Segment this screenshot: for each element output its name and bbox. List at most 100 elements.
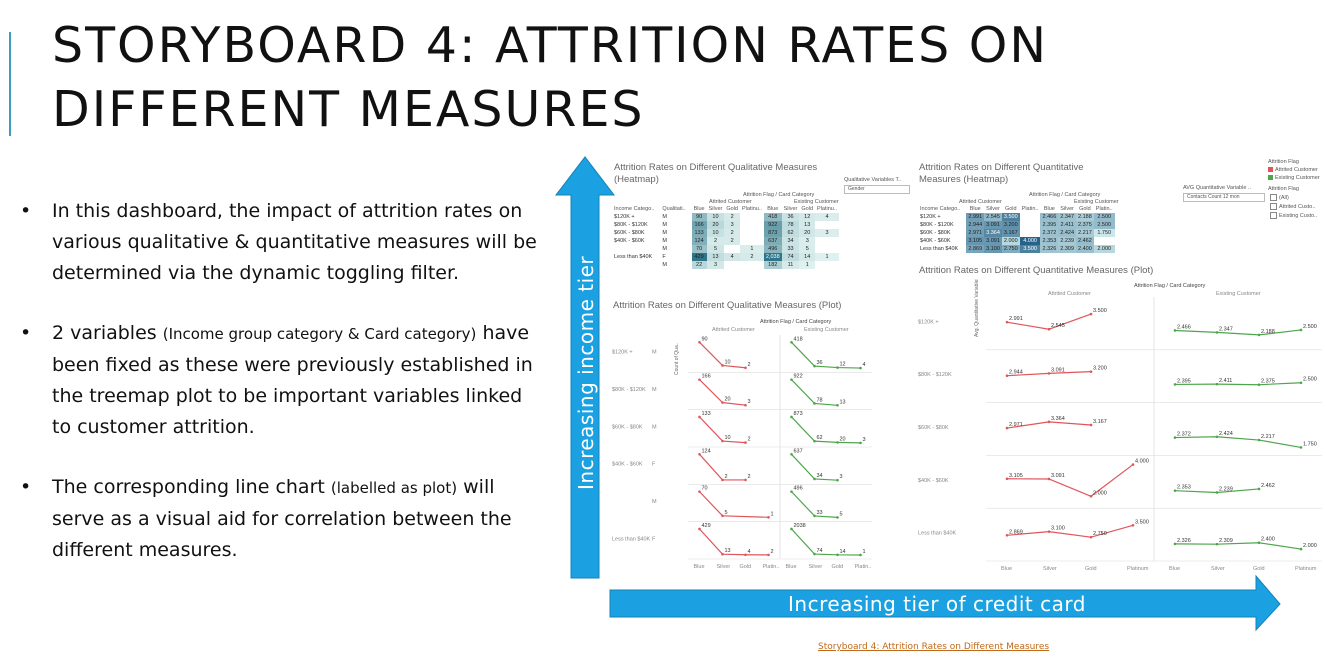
data-label: 20 bbox=[725, 397, 731, 403]
x-tick-label: Blue bbox=[1001, 566, 1012, 572]
q-label: F bbox=[652, 536, 656, 542]
filter-option-existing[interactable]: Existing Custo.. bbox=[1270, 212, 1317, 220]
data-point-attr bbox=[721, 364, 724, 367]
quant-plot-chart: Attrition Flag / Card Category Attrited C… bbox=[918, 279, 1322, 572]
heatmap-column-header: Gold bbox=[801, 206, 814, 212]
data-point-exist bbox=[813, 477, 816, 481]
heatmap-cell: 78 bbox=[781, 221, 800, 229]
heatmap-cell: 2.375 bbox=[1076, 221, 1094, 229]
data-point-exist bbox=[836, 403, 839, 407]
filter-option-all[interactable]: (All) bbox=[1270, 194, 1289, 202]
heatmap-cell: 2.971 bbox=[966, 229, 985, 237]
q-label: F bbox=[652, 462, 656, 468]
data-label: 4 bbox=[863, 362, 866, 368]
data-point-exist bbox=[813, 439, 816, 443]
data-label: 2.545 bbox=[1051, 323, 1065, 329]
row-label: $60K - $80K bbox=[612, 424, 643, 430]
heatmap-row-label: $80K - $120K bbox=[614, 222, 648, 228]
heatmap-row-label: $120K + bbox=[614, 214, 635, 220]
data-label: 3.500 bbox=[1135, 519, 1149, 525]
plot-group-label: Attrited Customer bbox=[1048, 291, 1091, 297]
data-label: 78 bbox=[817, 397, 823, 403]
series-line-exist bbox=[1174, 329, 1302, 336]
data-label: 3.100 bbox=[1051, 526, 1065, 532]
data-label: 2.347 bbox=[1219, 326, 1233, 332]
heatmap-cell: 10 bbox=[706, 213, 725, 221]
data-point-attr bbox=[698, 415, 701, 419]
heatmap-cell: 3.500 bbox=[1019, 245, 1041, 253]
data-point-attr bbox=[1089, 312, 1093, 316]
heatmap-column-header: Qualitati.. bbox=[662, 206, 686, 212]
heatmap-cell bbox=[815, 261, 839, 269]
heatmap-column-header: Silver bbox=[708, 206, 723, 212]
data-label: 62 bbox=[817, 435, 823, 441]
checkbox-icon bbox=[1270, 194, 1277, 201]
data-point-exist bbox=[813, 402, 816, 405]
data-point-attr bbox=[698, 341, 701, 344]
data-label: 13 bbox=[725, 548, 731, 554]
series-line-exist bbox=[791, 416, 861, 444]
data-point-exist bbox=[790, 378, 793, 381]
filter-option-attrited[interactable]: Attrited Custo.. bbox=[1270, 203, 1315, 211]
bullet-text: In this dashboard, the impact of attriti… bbox=[52, 200, 537, 284]
qual-heatmap-table: Income Catego.. Qualitati.. Blue Silver Gold… bbox=[612, 205, 839, 269]
heatmap-row-label: $60K - $80K bbox=[920, 230, 951, 236]
data-point-attr bbox=[698, 490, 701, 493]
quant-variable-select[interactable]: Contacts Count 12 mon bbox=[1183, 193, 1265, 202]
plot-group-label: Existing Customer bbox=[1216, 291, 1261, 297]
bullet-dot: • bbox=[20, 200, 32, 222]
series-line-exist bbox=[1174, 436, 1302, 449]
vertical-arrow bbox=[554, 156, 616, 579]
data-label: 873 bbox=[794, 411, 803, 417]
bullet-dot: • bbox=[20, 476, 32, 498]
heatmap-row: $120K + M 90 10 2 418 36 12 4 bbox=[612, 213, 839, 221]
data-label: 2.466 bbox=[1177, 324, 1191, 330]
data-label: 637 bbox=[794, 448, 803, 454]
data-label: 2.372 bbox=[1177, 432, 1191, 438]
footer-storyboard-link[interactable]: Storyboard 4: Attrition Rates on Differe… bbox=[818, 642, 1050, 652]
quant-group-attrited: Attrited Customer bbox=[959, 199, 1002, 205]
heatmap-row: $80K - $120K 2.944 3.091 3.200 2.395 2.411 2.3… bbox=[918, 221, 1115, 229]
heatmap-row-label: $120K + bbox=[920, 214, 941, 220]
heatmap-cell: 182 bbox=[763, 261, 782, 269]
series-line-exist bbox=[791, 341, 861, 369]
data-point-exist bbox=[859, 441, 862, 445]
bullet-item: • 2 variables (Income group category & C… bbox=[20, 318, 540, 443]
series-line-attr bbox=[1006, 524, 1134, 538]
data-point-attr bbox=[1005, 374, 1009, 378]
x-tick-label: Blue bbox=[786, 564, 797, 570]
heatmap-cell: 3.091 bbox=[984, 221, 1002, 229]
data-label: 2.991 bbox=[1009, 316, 1023, 322]
data-point-exist bbox=[1173, 436, 1177, 439]
heatmap-cell: 2.309 bbox=[1058, 245, 1077, 253]
series-line-attr bbox=[1006, 464, 1134, 497]
qual-group-attrited: Attrited Customer bbox=[709, 199, 752, 205]
heatmap-cell: 20 bbox=[706, 221, 725, 229]
heatmap-cell: 70 bbox=[691, 245, 707, 253]
heatmap-row: $40K - $60K 3.105 3.091 2.000 4.000 2.353 2.23… bbox=[918, 237, 1115, 245]
data-point-exist bbox=[836, 441, 839, 444]
heatmap-row-label: M bbox=[662, 222, 667, 228]
heatmap-cell bbox=[815, 245, 839, 253]
data-point-exist bbox=[836, 516, 839, 519]
data-point-exist bbox=[859, 553, 862, 557]
qual-variable-select[interactable]: Gender bbox=[844, 185, 910, 194]
x-tick-label: Platinum bbox=[1127, 566, 1149, 572]
x-tick-label: Gold bbox=[1253, 566, 1265, 572]
legend-item-attrited: Attrited Customer bbox=[1268, 167, 1318, 174]
heatmap-cell: 418 bbox=[763, 213, 782, 221]
heatmap-row: $60K - $80K M 133 10 2 873 62 20 3 bbox=[612, 229, 839, 237]
heatmap-row-label: $40K - $60K bbox=[614, 238, 645, 244]
row-label: $60K - $80K bbox=[918, 425, 949, 431]
plot-group-label: Existing Customer bbox=[804, 327, 849, 333]
heatmap-row-label: $80K - $120K bbox=[920, 222, 954, 228]
data-label: 2 bbox=[748, 474, 751, 480]
heatmap-column-header: Platin.. bbox=[1021, 206, 1039, 212]
data-point-attr bbox=[1047, 327, 1051, 331]
data-label: 2 bbox=[725, 474, 728, 480]
data-point-attr bbox=[721, 478, 724, 482]
quant-group-existing: Existing Customer bbox=[1074, 199, 1119, 205]
bullet-text: The corresponding line chart bbox=[52, 476, 331, 498]
heatmap-row-label: Less than $40K bbox=[614, 254, 653, 260]
heatmap-column-header: Income Catego.. bbox=[920, 206, 961, 212]
